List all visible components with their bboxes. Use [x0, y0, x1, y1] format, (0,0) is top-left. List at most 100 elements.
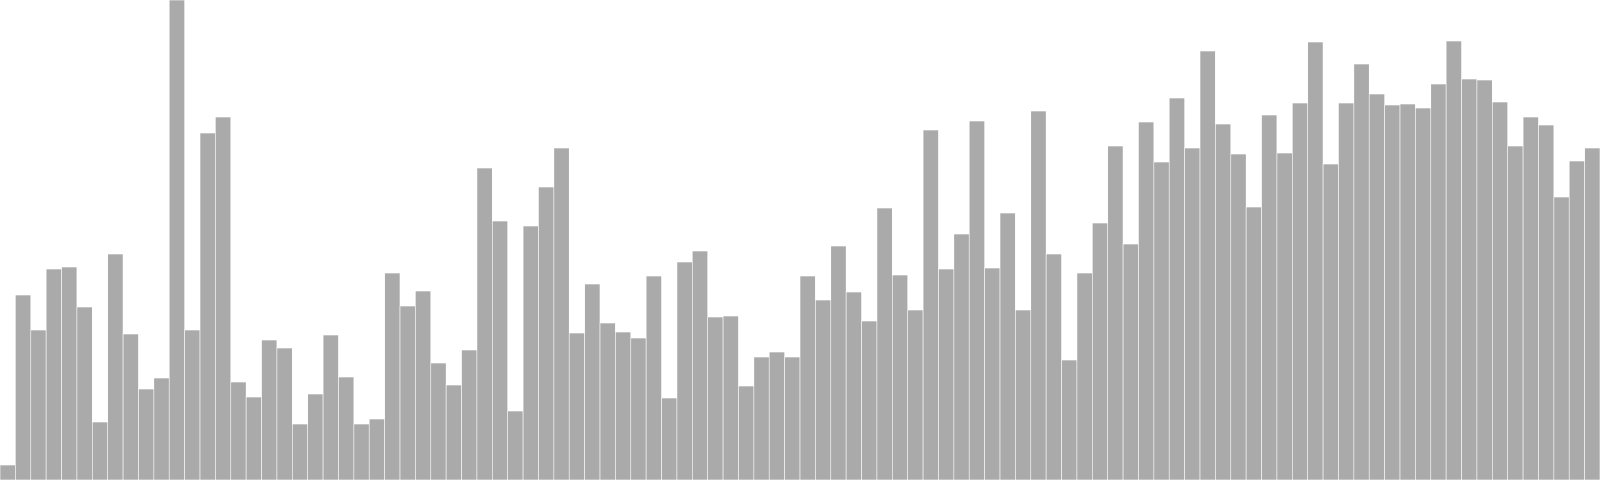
- bar-25: [384, 272, 401, 480]
- bar-42: [645, 275, 662, 480]
- bar-46: [707, 316, 724, 480]
- bar-11: [168, 0, 185, 480]
- bar-2: [30, 329, 47, 480]
- bar-40: [615, 331, 632, 480]
- bar-66: [1015, 309, 1032, 480]
- bar-67: [1030, 110, 1047, 480]
- bar-95: [1461, 78, 1478, 480]
- bar-17: [261, 339, 278, 480]
- bar-32: [492, 220, 508, 480]
- bar-80: [1230, 153, 1247, 480]
- bar-73: [1122, 243, 1139, 480]
- bar-59: [907, 309, 924, 480]
- bar-24: [368, 418, 385, 480]
- bar-93: [1430, 83, 1447, 480]
- bar-44: [676, 261, 693, 480]
- bar-7: [107, 253, 124, 480]
- bar-29: [445, 384, 462, 480]
- bar-16: [245, 396, 262, 480]
- bar-3: [45, 268, 62, 480]
- bar-65: [999, 212, 1016, 480]
- bar-83: [1276, 152, 1293, 480]
- bar-103: [1584, 147, 1600, 480]
- bar-33: [507, 410, 524, 480]
- bar-79: [1215, 123, 1232, 480]
- bar-94: [1445, 40, 1462, 480]
- bar-15: [230, 381, 247, 480]
- bar-85: [1307, 41, 1324, 480]
- bar-68: [1045, 253, 1062, 480]
- bar-58: [892, 274, 908, 480]
- bar-43: [661, 397, 678, 480]
- bar-86: [1322, 163, 1339, 480]
- bar-6: [92, 421, 108, 480]
- bar-60: [922, 129, 939, 480]
- bar-18: [276, 347, 293, 480]
- bar-45: [692, 250, 708, 480]
- bar-62: [953, 233, 970, 480]
- bar-75: [1153, 161, 1170, 480]
- bar-84: [1292, 102, 1308, 480]
- bar-81: [1245, 206, 1262, 480]
- bar-102: [1568, 160, 1585, 480]
- bar-5: [76, 306, 93, 480]
- bar-87: [1338, 102, 1355, 480]
- bar-69: [1061, 359, 1078, 480]
- bar-23: [353, 423, 370, 480]
- bar-19: [292, 423, 308, 480]
- bar-72: [1107, 145, 1124, 480]
- bar-55: [845, 291, 862, 480]
- bar-101: [1553, 196, 1570, 480]
- bar-51: [784, 356, 801, 480]
- bar-37: [568, 332, 585, 480]
- bar-38: [584, 283, 601, 480]
- bar-92: [1415, 107, 1432, 480]
- bar-49: [753, 356, 770, 480]
- bar-41: [630, 337, 647, 480]
- bar-56: [861, 320, 878, 480]
- bar-52: [799, 275, 816, 480]
- bar-78: [1199, 50, 1216, 480]
- bar-91: [1399, 103, 1416, 480]
- bar-54: [830, 245, 847, 480]
- bar-47: [722, 315, 739, 480]
- bar-97: [1492, 101, 1508, 480]
- bar-53: [815, 299, 832, 480]
- bar-100: [1538, 124, 1555, 480]
- bar-28: [430, 362, 447, 480]
- bar-36: [553, 147, 570, 480]
- bar-77: [1184, 147, 1201, 480]
- bar-48: [738, 385, 755, 480]
- bar-74: [1138, 121, 1155, 480]
- bar-4: [61, 266, 78, 480]
- bar-34: [522, 225, 539, 480]
- bar-1: [15, 294, 32, 480]
- bar-13: [199, 132, 216, 480]
- bar-57: [876, 207, 893, 480]
- bar-10: [153, 377, 170, 480]
- bar-90: [1384, 104, 1401, 480]
- bar-64: [984, 267, 1001, 480]
- bar-98: [1507, 145, 1524, 480]
- bar-70: [1076, 272, 1093, 480]
- bar-50: [768, 351, 785, 480]
- bar-39: [599, 322, 616, 480]
- bar-99: [1522, 116, 1539, 480]
- bar-14: [215, 116, 232, 480]
- bar-96: [1476, 79, 1493, 480]
- bar-12: [184, 329, 201, 480]
- bar-26: [399, 305, 416, 480]
- bar-35: [538, 186, 555, 480]
- bar-27: [415, 290, 432, 480]
- bar-21: [322, 334, 339, 480]
- bar-22: [338, 376, 355, 480]
- bar-76: [1168, 97, 1185, 480]
- bar-9: [138, 388, 155, 480]
- bar-88: [1353, 63, 1370, 480]
- bar-71: [1092, 222, 1108, 480]
- bar-30: [461, 349, 478, 480]
- bar-82: [1261, 114, 1278, 480]
- bar-20: [307, 393, 324, 480]
